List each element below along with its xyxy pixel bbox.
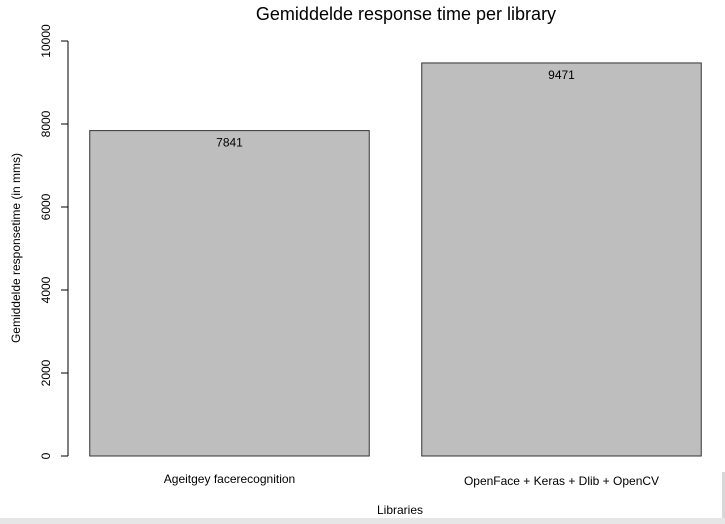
y-tick-label: 6000 [39, 193, 53, 220]
bar [89, 130, 370, 457]
y-tick-label: 2000 [39, 359, 53, 386]
y-tick-label: 8000 [39, 110, 53, 137]
y-tick-label: 10000 [39, 24, 53, 58]
y-tick-label: 4000 [39, 276, 53, 303]
bars-group [89, 62, 702, 457]
bar-value-label: 9471 [548, 68, 575, 82]
value-labels-group: 7841 9471 [216, 68, 575, 150]
bar-value-label: 7841 [216, 136, 243, 150]
y-axis: 0 2000 4000 6000 8000 10000 [39, 24, 69, 459]
bar [421, 62, 702, 457]
y-tick-label: 0 [39, 452, 53, 459]
x-axis-title: Libraries [377, 503, 423, 517]
category-labels-group: Ageitgey facerecognition OpenFace + Keras… [164, 472, 659, 488]
x-category-label: Ageitgey facerecognition [164, 472, 295, 486]
y-axis-title: Gemiddelde responsetime (in mms) [9, 153, 23, 343]
x-category-label: OpenFace + Keras + Dlib + OpenCV [464, 474, 659, 488]
window-bottom-edge [0, 518, 725, 524]
window-right-edge [722, 472, 725, 518]
chart-title: Gemiddelde response time per library [256, 4, 556, 24]
